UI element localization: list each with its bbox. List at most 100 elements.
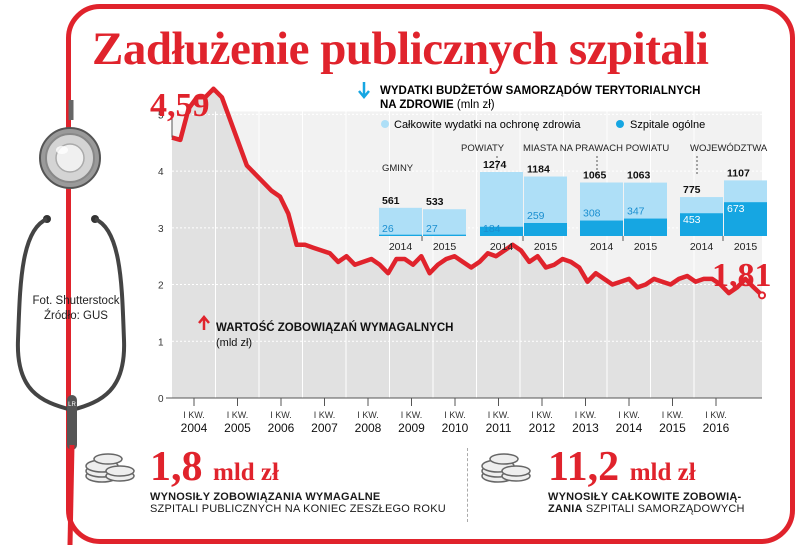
- arrow-up-icon: [198, 315, 210, 330]
- y-tick-label: 4: [158, 167, 164, 178]
- x-tick-year: 2011: [486, 421, 512, 435]
- group-label: WOJEWÓDZTWA: [690, 143, 768, 154]
- legend-total-swatch: [381, 120, 389, 128]
- bar-hospitals: [524, 222, 567, 236]
- y-tick-label: 3: [158, 224, 164, 235]
- page-title: Zadłużenie publicznych szpitali: [92, 23, 709, 75]
- x-tick-quarter: I KW.: [314, 410, 336, 420]
- stat-total-line2: ZANIA SZPITALI SAMORZĄDOWYCH: [548, 503, 745, 515]
- group-label: GMINY: [382, 163, 414, 174]
- stat-total-line1: WYNOSIŁY CAŁKOWITE ZOBOWIĄ-: [548, 491, 742, 503]
- bar-chart-title-line2: NA ZDROWIE (mln zł): [380, 99, 495, 111]
- bar-year-label: 2014: [590, 241, 614, 253]
- bar-year-label: 2015: [433, 241, 457, 253]
- x-tick-quarter: I KW.: [705, 410, 727, 420]
- legend-hospitals-label: Szpitale ogólne: [630, 119, 705, 131]
- bar-hospitals-label: 259: [527, 210, 545, 222]
- x-tick-quarter: I KW.: [575, 410, 597, 420]
- debt-chart-unit: (mld zł): [216, 337, 252, 349]
- bar-hospitals-label: 308: [583, 208, 601, 220]
- x-tick-year: 2006: [268, 421, 295, 435]
- y-tick-label: 1: [158, 337, 164, 348]
- bar-hospitals-label: 453: [683, 214, 701, 226]
- stat-debt-value: 1,8 mld zł: [150, 444, 279, 490]
- debt-chart-title: WARTOŚĆ ZOBOWIĄZAŃ WYMAGALNYCH: [216, 321, 453, 334]
- group-label: MIASTA NA PRAWACH POWIATU: [523, 143, 669, 154]
- bar-hospitals-label: 27: [426, 223, 438, 235]
- bar-year-label: 2014: [490, 241, 514, 253]
- bar-year-label: 2014: [389, 241, 413, 253]
- stat-debt-line1: WYNOSIŁY ZOBOWIĄZANIA WYMAGALNE: [150, 491, 381, 503]
- coins-icon: [481, 453, 531, 483]
- stethoscope-icon: LR: [15, 100, 127, 546]
- red-frame: [66, 4, 795, 544]
- x-tick-year: 2008: [355, 421, 382, 435]
- x-tick-year: 2010: [442, 421, 469, 435]
- divider: [467, 448, 469, 522]
- bar-total-label: 1107: [727, 167, 750, 179]
- x-tick-quarter: I KW.: [401, 410, 423, 420]
- x-tick-year: 2005: [224, 421, 251, 435]
- bar-total: [379, 207, 422, 236]
- bar-year-label: 2015: [634, 241, 658, 253]
- bar-chart-title-line1: WYDATKI BUDŻETÓW SAMORZĄDÓW TERYTORIALNY…: [380, 84, 700, 97]
- x-tick-year: 2012: [529, 421, 556, 435]
- bar-total-label: 561: [382, 195, 400, 207]
- bar-total-label: 1065: [583, 169, 607, 181]
- bar-year-label: 2015: [534, 241, 558, 253]
- bar-year-label: 2015: [734, 241, 758, 253]
- bar-year-label: 2014: [690, 241, 714, 253]
- photo-credit-text: Fot. Shutterstock: [32, 295, 120, 307]
- legend-total-label: Całkowite wydatki na ochronę zdrowia: [394, 119, 581, 131]
- x-tick-year: 2013: [572, 421, 599, 435]
- bar-hospitals: [624, 218, 667, 236]
- bar-hospitals: [580, 220, 623, 236]
- bar-total: [423, 209, 466, 236]
- chart-area: [172, 88, 762, 399]
- bar-hospitals-label: 26: [382, 223, 394, 235]
- bar-hospitals: [724, 202, 767, 236]
- x-tick-quarter: I KW.: [227, 410, 249, 420]
- x-tick-year: 2016: [703, 421, 730, 435]
- bar-total-label: 1274: [483, 159, 507, 171]
- x-tick-quarter: I KW.: [270, 410, 292, 420]
- group-label: POWIATY: [461, 143, 505, 154]
- bar-hospitals-label: 184: [483, 223, 501, 235]
- start-value-label: 4,59: [150, 87, 210, 124]
- legend-hospitals-swatch: [616, 120, 624, 128]
- bar-total: [480, 172, 523, 236]
- stat-total-value: 11,2 mld zł: [548, 444, 696, 490]
- debt-series-line: [171, 86, 764, 297]
- x-tick-year: 2007: [311, 421, 338, 435]
- y-tick-label: 2: [158, 281, 164, 292]
- bar-total-label: 775: [683, 184, 701, 196]
- bar-hospitals: [379, 234, 422, 236]
- bar-total-label: 1184: [527, 164, 550, 176]
- bar-hospitals: [423, 234, 466, 236]
- stat-debt: 1,8 mld zł WYNOSIŁY ZOBOWIĄZANIA WYMAGAL…: [150, 443, 446, 515]
- bar-hospitals: [480, 226, 523, 236]
- x-tick-year: 2014: [616, 421, 643, 435]
- stat-debt-line2: SZPITALI PUBLICZNYCH NA KONIEC ZESZŁEGO …: [150, 503, 446, 515]
- bar-chart-header: WYDATKI BUDŻETÓW SAMORZĄDÓW TERYTORIALNY…: [358, 82, 705, 131]
- y-tick-label: 5: [158, 110, 164, 121]
- x-tick-quarter: I KW.: [662, 410, 684, 420]
- x-tick-quarter: I KW.: [488, 410, 510, 420]
- y-tick-label: 0: [158, 394, 164, 405]
- x-tick-year: 2004: [181, 421, 208, 435]
- stat-total: 11,2 mld zł WYNOSIŁY CAŁKOWITE ZOBOWIĄ- …: [548, 443, 745, 515]
- x-tick-quarter: I KW.: [183, 410, 205, 420]
- coins-icon: [85, 453, 135, 483]
- x-tick-year: 2009: [398, 421, 425, 435]
- x-tick-quarter: I KW.: [357, 410, 379, 420]
- expenses-bar-chart: GMINY 561 26 2014 533 27 2015 POWIATY 1274 184 201…: [379, 143, 768, 253]
- end-point: [758, 291, 766, 300]
- x-tick-year: 2015: [659, 421, 686, 435]
- bar-total-label: 533: [426, 196, 444, 208]
- source-text: Źródło: GUS: [44, 310, 108, 322]
- initials-label: LR: [68, 402, 76, 408]
- bar-hospitals: [680, 213, 723, 236]
- bar-hospitals-label: 673: [727, 203, 745, 215]
